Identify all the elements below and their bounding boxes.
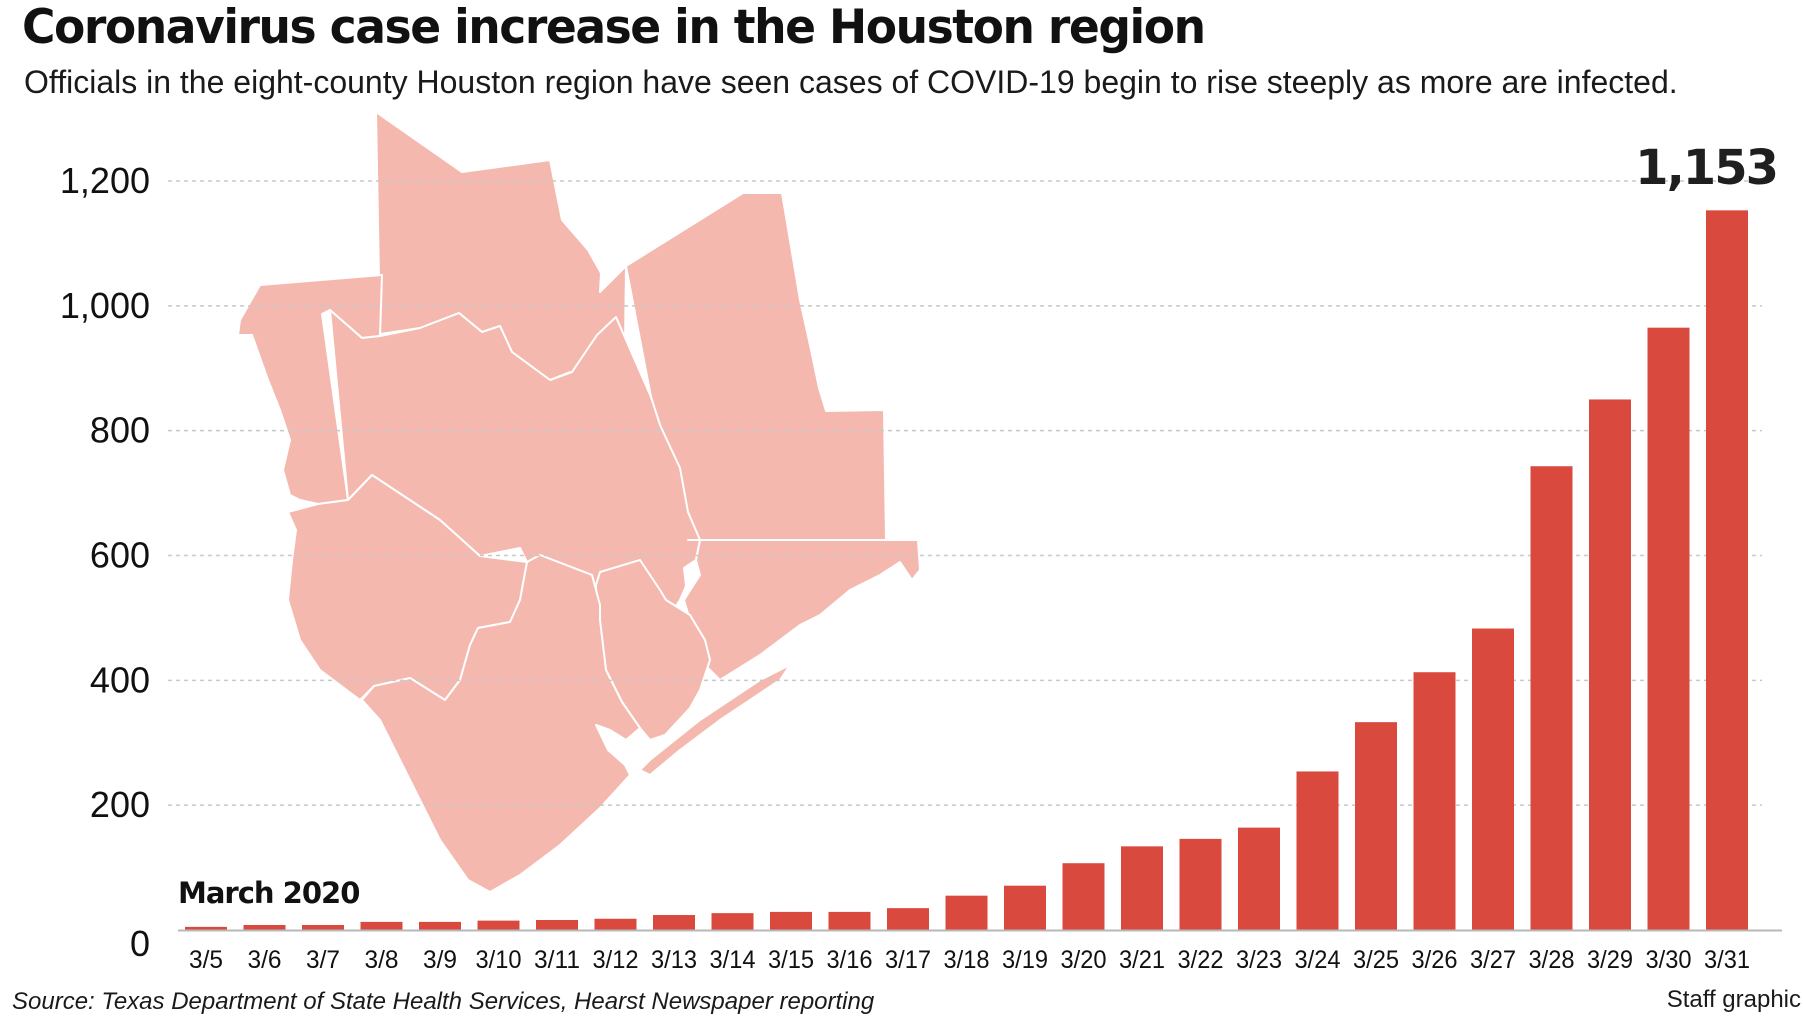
bar-3-6	[243, 925, 286, 930]
county-brazoria	[361, 554, 641, 893]
source-note: Source: Texas Department of State Health…	[12, 988, 875, 1015]
x-tick-label: 3/23	[1236, 946, 1282, 974]
x-tick-label: 3/29	[1587, 946, 1633, 974]
bar-3-20	[1062, 863, 1105, 930]
x-tick-label: 3/17	[885, 946, 931, 974]
x-tick-label: 3/7	[306, 946, 340, 974]
bar-3-29	[1589, 399, 1631, 930]
y-tick-label: 200	[90, 784, 150, 825]
x-tick-label: 3/31	[1704, 946, 1750, 974]
x-tick-label: 3/30	[1646, 946, 1692, 974]
bars	[185, 210, 1748, 931]
y-tick-label: 0	[130, 923, 150, 964]
last-value-label: 1,153	[1635, 140, 1779, 196]
x-tick-label: 3/9	[423, 946, 457, 974]
county-shapes	[237, 111, 921, 893]
y-tick-label: 1,200	[60, 160, 150, 201]
bar-3-17	[887, 908, 929, 930]
bar-3-11	[536, 920, 578, 930]
x-tick-label: 3/15	[768, 946, 814, 974]
x-tick-label: 3/8	[365, 946, 399, 974]
y-tick-label: 600	[90, 535, 150, 576]
bar-3-27	[1472, 628, 1514, 930]
x-tick-label: 3/6	[248, 946, 282, 974]
bar-3-22	[1179, 838, 1222, 930]
x-tick-label: 3/27	[1470, 946, 1516, 974]
x-tick-label: 3/24	[1295, 946, 1341, 974]
credit-note: Staff graphic	[1666, 986, 1801, 1013]
x-tick-label: 3/12	[593, 946, 639, 974]
y-tick-label: 1,000	[60, 285, 150, 326]
chart-title: Coronavirus case increase in the Houston…	[22, 0, 1206, 55]
bar-3-19	[1004, 885, 1046, 930]
x-tick-label: 3/5	[189, 946, 223, 974]
county-chambers	[683, 539, 921, 681]
county-harris	[329, 309, 701, 631]
x-tick-label: 3/19	[1002, 946, 1048, 974]
x-tick-label: 3/22	[1178, 946, 1224, 974]
x-tick-label: 3/25	[1353, 946, 1399, 974]
x-tick-label: 3/10	[476, 946, 522, 974]
y-tick-label: 400	[90, 659, 150, 700]
bar-3-12	[594, 918, 637, 930]
month-label: March 2020	[178, 876, 360, 910]
x-tick-label: 3/18	[944, 946, 990, 974]
x-tick-label: 3/28	[1529, 946, 1575, 974]
bar-3-10	[477, 920, 520, 930]
houston-region-map	[237, 111, 921, 893]
chart-subtitle: Officials in the eight-county Houston re…	[24, 64, 1678, 100]
y-tick-label: 800	[90, 410, 150, 451]
bar-3-21	[1121, 846, 1163, 930]
bar-3-8	[360, 921, 403, 930]
bar-3-30	[1647, 327, 1690, 930]
bar-3-18	[945, 895, 988, 930]
x-tick-label: 3/21	[1119, 946, 1165, 974]
x-tick-label: 3/13	[651, 946, 697, 974]
bar-3-25	[1355, 722, 1397, 930]
x-tick-label: 3/16	[827, 946, 873, 974]
bar-3-14	[711, 913, 754, 930]
bar-3-31	[1706, 210, 1748, 931]
bar-3-9	[419, 921, 461, 930]
bar-3-13	[653, 915, 695, 930]
bar-3-16	[828, 911, 871, 930]
bar-3-7	[302, 925, 344, 930]
y-axis-ticks: 0 200 400 600 800 1,000 1,200	[60, 160, 150, 964]
x-tick-label: 3/20	[1061, 946, 1107, 974]
x-axis-ticks: 3/5 3/6 3/7 3/8 3/9 3/10 3/11 3/12 3/13 3/14 3/15 3…	[189, 946, 1750, 974]
x-tick-label: 3/14	[710, 946, 756, 974]
x-tick-label: 3/26	[1412, 946, 1458, 974]
bar-3-5	[185, 926, 227, 930]
bar-3-23	[1238, 827, 1280, 930]
x-tick-label: 3/11	[534, 946, 580, 974]
bar-3-15	[770, 911, 812, 930]
bar-3-26	[1413, 672, 1456, 930]
bar-3-28	[1530, 466, 1573, 930]
bar-3-24	[1296, 771, 1339, 930]
